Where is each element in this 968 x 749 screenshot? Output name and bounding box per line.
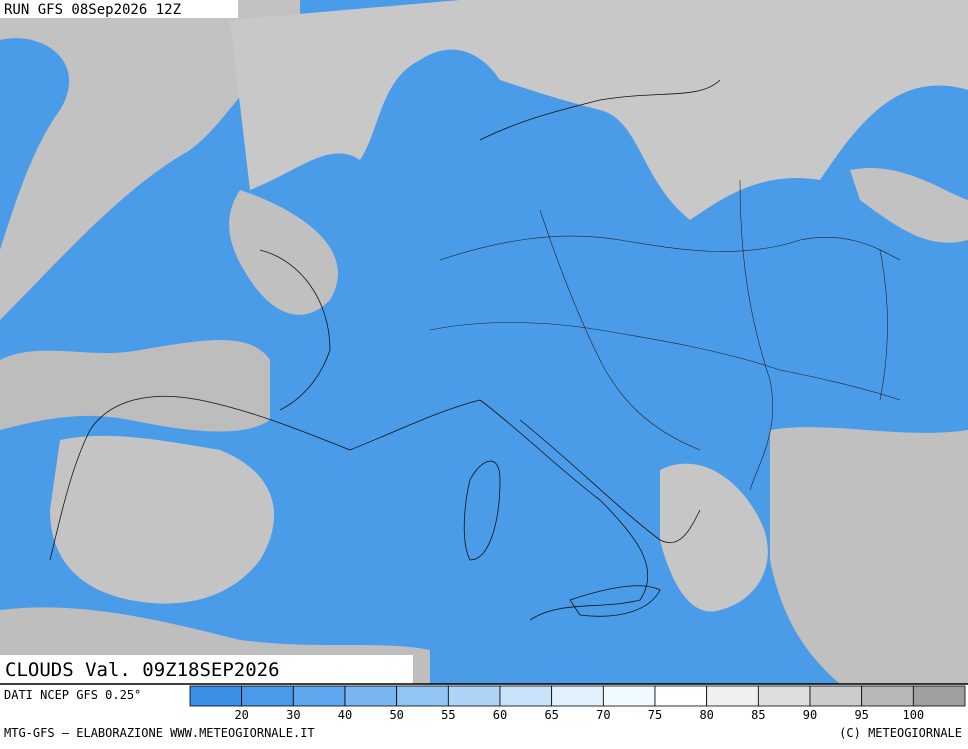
legend-swatch bbox=[396, 685, 449, 707]
legend-swatch bbox=[654, 685, 708, 707]
legend-tick-label: 30 bbox=[286, 708, 300, 722]
legend-swatch bbox=[757, 685, 811, 707]
legend-tick-label: 85 bbox=[751, 708, 765, 722]
legend-tick-label: 70 bbox=[596, 708, 610, 722]
legend-source: DATI NCEP GFS 0.25° bbox=[4, 688, 141, 702]
legend-swatch bbox=[241, 685, 294, 707]
colorbar: 20 30 40 50 55 60 65 70 75 80 85 90 95 100 bbox=[189, 685, 966, 722]
legend-tick-label: 90 bbox=[803, 708, 817, 722]
legend-tick-label: 60 bbox=[493, 708, 507, 722]
legend-swatch bbox=[706, 685, 759, 707]
cloud-cover-gray bbox=[0, 0, 968, 684]
legend-swatch bbox=[344, 685, 398, 707]
legend-tick-label: 40 bbox=[338, 708, 352, 722]
legend-tick-label: 80 bbox=[699, 708, 713, 722]
coastlines bbox=[49, 79, 721, 621]
run-box bbox=[0, 0, 238, 18]
legend-swatch bbox=[551, 685, 604, 707]
legend-tick-label: 65 bbox=[544, 708, 558, 722]
title-box bbox=[0, 655, 413, 684]
footer-left: MTG-GFS — ELABORAZIONE WWW.METEOGIORNALE… bbox=[4, 726, 315, 740]
legend-tick-label: 50 bbox=[389, 708, 403, 722]
run-label: RUN GFS 08Sep2026 12Z bbox=[4, 2, 181, 18]
legend-tick-label: 95 bbox=[854, 708, 868, 722]
footer-right: (C) METEOGIORNALE bbox=[839, 726, 962, 740]
legend-tick-label: 75 bbox=[648, 708, 662, 722]
legend-swatch bbox=[809, 685, 863, 707]
legend-tick-label: 20 bbox=[234, 708, 248, 722]
legend-swatch bbox=[292, 685, 346, 707]
map-title: CLOUDS Val. 09Z18SEP2026 bbox=[5, 659, 280, 681]
legend-swatch bbox=[912, 685, 966, 707]
legend-tick-label: 55 bbox=[441, 708, 455, 722]
legend-swatch bbox=[861, 685, 914, 707]
legend-swatch bbox=[189, 685, 243, 707]
legend-swatch bbox=[499, 685, 553, 707]
legend-swatch bbox=[447, 685, 501, 707]
legend-tick-label: 100 bbox=[902, 708, 924, 722]
borders bbox=[429, 179, 901, 491]
legend-swatch bbox=[602, 685, 656, 707]
